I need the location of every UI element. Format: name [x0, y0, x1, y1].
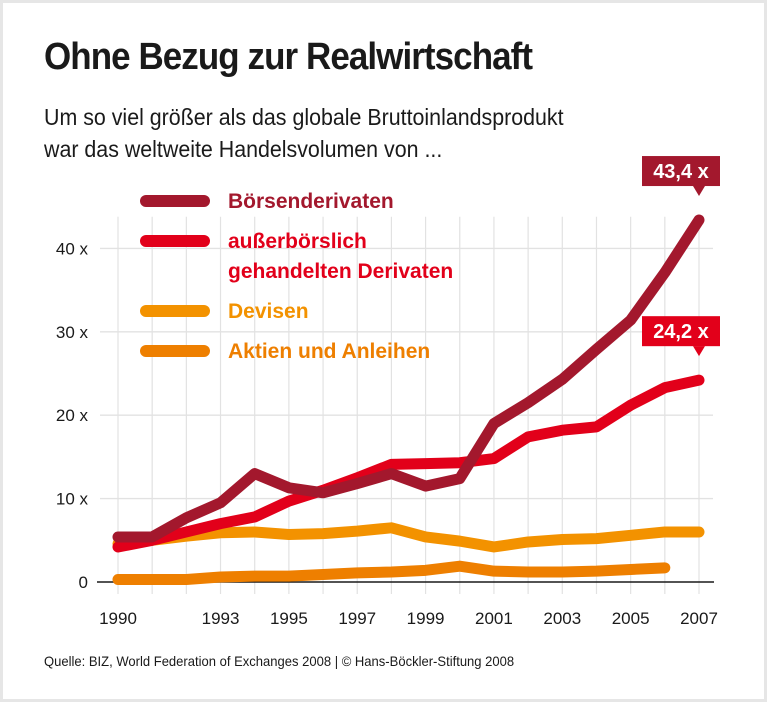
x-tick-label: 2007 [680, 609, 718, 628]
legend-item: Devisen [140, 300, 309, 323]
legend-label: Devisen [228, 300, 309, 323]
x-tick-label: 2003 [543, 609, 581, 628]
x-tick-label: 1993 [202, 609, 240, 628]
legend-label: gehandelten Derivaten [228, 260, 453, 283]
value-callout: 43,4 x [642, 156, 720, 197]
x-tick-label: 2005 [612, 609, 650, 628]
y-tick-label: 10 x [56, 490, 89, 509]
callout-label: 24,2 x [653, 321, 709, 343]
y-axis-ticks: 0 10 x 20 x 30 x 40 x [56, 239, 89, 592]
subtitle-line-1: Um so viel größer als das globale Brutto… [44, 104, 564, 130]
x-tick-label: 2001 [475, 609, 513, 628]
source-footer: Quelle: BIZ, World Federation of Exchang… [44, 653, 515, 669]
subtitle-line-2: war das weltweite Handelsvolumen von ... [44, 136, 443, 162]
y-tick-label: 20 x [56, 406, 89, 425]
x-tick-label: 1997 [338, 609, 376, 628]
chart-title: Ohne Bezug zur Realwirtschaft [44, 36, 533, 78]
callout-pointer [693, 186, 705, 197]
legend-label: außerbörslich [228, 230, 367, 253]
legend-label: Börsenderivaten [228, 190, 394, 213]
callout-box [642, 316, 720, 347]
callout-label: 43,4 x [653, 161, 709, 183]
x-axis-ticks: 1990 1993 1995 1997 1999 2001 2003 2005 2007 [99, 609, 718, 628]
y-tick-label: 0 [79, 573, 88, 592]
callouts: 43,4 x 24,2 x [642, 156, 720, 357]
x-tick-label: 1999 [407, 609, 445, 628]
series-lines [112, 214, 705, 585]
x-tick-label: 1990 [99, 609, 137, 628]
legend-item: Aktien und Anleihen [140, 340, 430, 363]
legend-label: Aktien und Anleihen [228, 340, 430, 363]
y-tick-label: 40 x [56, 239, 89, 258]
y-tick-label: 30 x [56, 323, 89, 342]
x-tick-label: 1995 [270, 609, 308, 628]
callout-pointer [693, 346, 705, 357]
series-line-1 [112, 214, 705, 543]
legend: Börsenderivaten außerbörslich gehandelten … [140, 190, 453, 363]
legend-item: außerbörslich gehandelten Derivaten [140, 230, 453, 283]
legend-item: Börsenderivaten [140, 190, 394, 213]
series-line-2 [112, 374, 705, 553]
value-callout: 24,2 x [642, 316, 720, 357]
series-line-3 [112, 522, 705, 553]
callout-box [642, 156, 720, 187]
chart-subtitle: Um so viel größer als das globale Brutto… [44, 101, 564, 165]
series-line-4 [112, 560, 671, 585]
